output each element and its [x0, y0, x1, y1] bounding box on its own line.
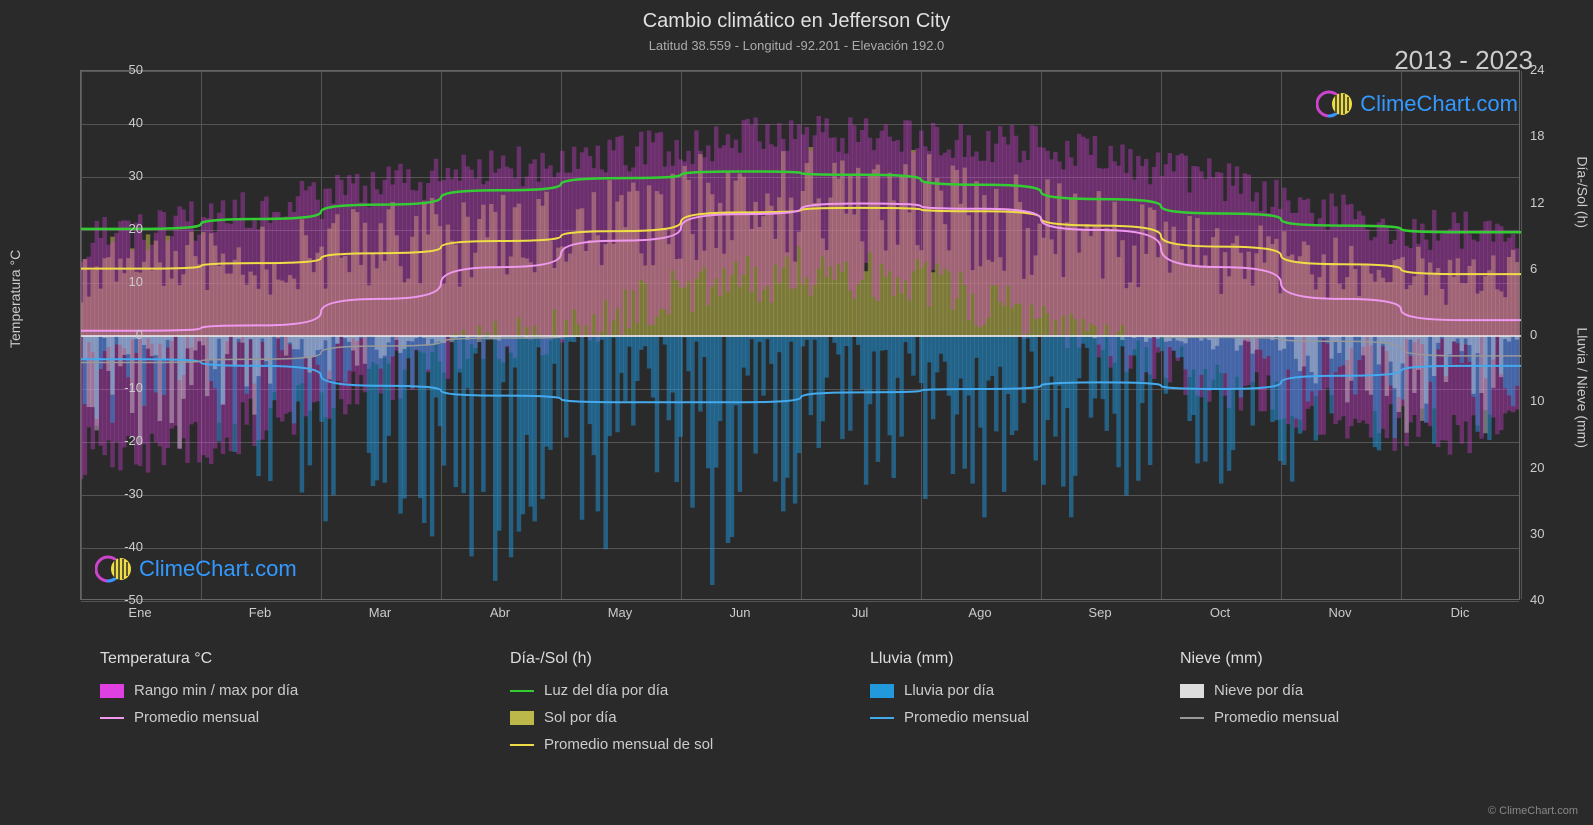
y-tick-left: 50 [103, 62, 143, 77]
legend-label: Rango min / max por día [134, 682, 298, 699]
brand-text: ClimeChart.com [139, 556, 297, 582]
legend-daysun-header: Día-/Sol (h) [510, 650, 713, 668]
x-tick-month: Nov [1328, 605, 1351, 620]
y-axis-right-bottom-label: Lluvia / Nieve (mm) [1575, 327, 1591, 448]
legend-label: Nieve por día [1214, 682, 1303, 699]
x-tick-month: Sep [1088, 605, 1111, 620]
chart-subtitle: Latitud 38.559 - Longitud -92.201 - Elev… [0, 38, 1593, 53]
legend-label: Luz del día por día [544, 682, 668, 699]
y-tick-left: 10 [103, 274, 143, 289]
y-tick-right-hours: 12 [1530, 195, 1544, 210]
chart-plot [80, 70, 1520, 600]
x-tick-month: Abr [490, 605, 510, 620]
legend-swatch [100, 717, 124, 719]
brand-logo-bottom: ClimeChart.com [95, 550, 297, 588]
x-tick-month: Jul [852, 605, 869, 620]
y-tick-right-hours: 24 [1530, 62, 1544, 77]
y-tick-left: 40 [103, 115, 143, 130]
copyright-text: © ClimeChart.com [1488, 805, 1578, 817]
x-tick-month: May [608, 605, 633, 620]
legend-daysun: Día-/Sol (h) Luz del día por día Sol por … [510, 650, 713, 763]
legend-temperature: Temperatura °C Rango min / max por día Pr… [100, 650, 298, 736]
legend-item: Promedio mensual [1180, 709, 1339, 726]
y-tick-left: -30 [103, 486, 143, 501]
x-tick-month: Ago [968, 605, 991, 620]
legend-swatch [1180, 717, 1204, 719]
y-tick-left: 20 [103, 221, 143, 236]
y-tick-right-mm: 30 [1530, 526, 1544, 541]
y-tick-right-hours: 18 [1530, 128, 1544, 143]
legend-item: Promedio mensual de sol [510, 736, 713, 753]
legend-item: Promedio mensual [100, 709, 298, 726]
brand-logo-top: ClimeChart.com [1316, 85, 1518, 123]
legend-item: Promedio mensual [870, 709, 1029, 726]
legend-label: Promedio mensual [1214, 709, 1339, 726]
legend-label: Lluvia por día [904, 682, 994, 699]
x-tick-month: Ene [128, 605, 151, 620]
legend-swatch [100, 684, 124, 698]
y-tick-left: -10 [103, 380, 143, 395]
legend-label: Sol por día [544, 709, 617, 726]
y-tick-right-mm: 10 [1530, 393, 1544, 408]
y-tick-right-hours: 0 [1530, 327, 1537, 342]
legend-rain: Lluvia (mm) Lluvia por día Promedio mensu… [870, 650, 1029, 736]
y-tick-right-hours: 6 [1530, 261, 1537, 276]
y-tick-left: 0 [103, 327, 143, 342]
legend-temp-header: Temperatura °C [100, 650, 298, 668]
y-axis-right-top-label: Día-/Sol (h) [1575, 156, 1591, 228]
y-tick-left: -20 [103, 433, 143, 448]
legend-item: Luz del día por día [510, 682, 713, 699]
legend-swatch [510, 744, 534, 746]
legend-snow: Nieve (mm) Nieve por día Promedio mensual [1180, 650, 1339, 736]
legend-item: Nieve por día [1180, 682, 1339, 699]
x-tick-month: Dic [1451, 605, 1470, 620]
legend-rain-header: Lluvia (mm) [870, 650, 1029, 668]
y-tick-right-mm: 40 [1530, 592, 1544, 607]
legend-label: Promedio mensual de sol [544, 736, 713, 753]
y-tick-left: -40 [103, 539, 143, 554]
legend-swatch [510, 690, 534, 692]
legend-label: Promedio mensual [904, 709, 1029, 726]
x-tick-month: Feb [249, 605, 271, 620]
x-tick-month: Jun [730, 605, 751, 620]
legend-item: Sol por día [510, 709, 713, 726]
brand-icon [1316, 85, 1354, 123]
legend-swatch [870, 684, 894, 698]
legend-label: Promedio mensual [134, 709, 259, 726]
chart-title: Cambio climático en Jefferson City [0, 10, 1593, 33]
legend-swatch [1180, 684, 1204, 698]
x-tick-month: Oct [1210, 605, 1230, 620]
brand-icon [95, 550, 133, 588]
x-tick-month: Mar [369, 605, 391, 620]
y-tick-right-mm: 20 [1530, 460, 1544, 475]
legend-swatch [510, 711, 534, 725]
y-axis-left-label: Temperatura °C [7, 250, 23, 348]
brand-text: ClimeChart.com [1360, 91, 1518, 117]
legend-snow-header: Nieve (mm) [1180, 650, 1339, 668]
y-tick-left: 30 [103, 168, 143, 183]
legend-item: Rango min / max por día [100, 682, 298, 699]
legend-item: Lluvia por día [870, 682, 1029, 699]
legend-swatch [870, 717, 894, 719]
